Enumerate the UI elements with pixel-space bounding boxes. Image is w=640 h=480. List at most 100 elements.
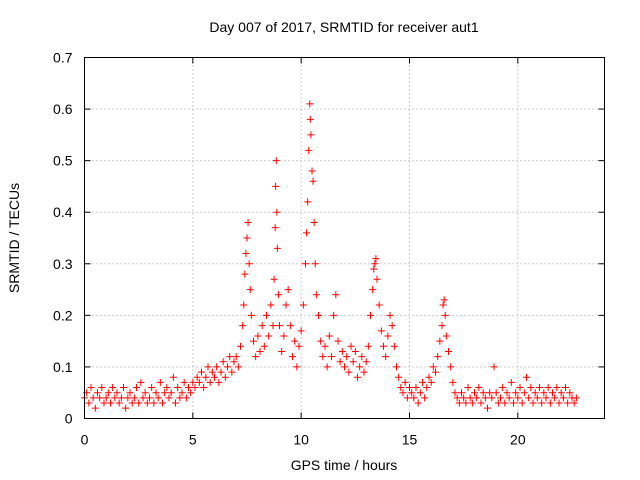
data-point <box>499 384 507 392</box>
data-point <box>133 384 140 392</box>
data-point <box>386 311 394 319</box>
y-axis-label: SRMTID / TECUs <box>6 183 22 293</box>
data-point <box>191 384 199 392</box>
data-point <box>232 353 240 361</box>
data-point <box>245 260 253 268</box>
x-axis-label: GPS time / hours <box>291 457 398 473</box>
data-point <box>244 219 252 227</box>
data-point <box>94 389 101 397</box>
data-point <box>282 301 290 309</box>
data-point <box>278 347 286 355</box>
data-point <box>109 384 117 392</box>
x-tick-label: 10 <box>293 432 309 448</box>
data-point <box>126 389 134 397</box>
data-point <box>252 353 260 361</box>
data-point <box>464 384 472 392</box>
y-tick-label: 0.5 <box>53 153 73 169</box>
data-point <box>525 394 533 402</box>
data-point <box>468 399 476 407</box>
data-point <box>299 301 307 309</box>
data-point <box>156 378 164 386</box>
data-point <box>393 363 400 371</box>
data-point <box>501 399 509 407</box>
data-point <box>377 327 385 335</box>
axis-ticks: 0 5 10 15 20 0 0.1 0.2 0.3 0.4 0.5 0.6 0.7 <box>53 50 605 448</box>
data-point <box>388 322 396 330</box>
data-point <box>128 399 136 407</box>
data-point <box>372 255 380 263</box>
data-point <box>516 384 524 392</box>
data-point <box>427 378 435 386</box>
data-point <box>176 394 184 402</box>
data-point <box>246 286 254 294</box>
data-point <box>280 332 288 340</box>
data-point <box>174 384 182 392</box>
data-point <box>460 394 468 402</box>
data-point <box>195 378 203 386</box>
data-point <box>341 363 348 371</box>
data-point <box>242 249 250 257</box>
data-point <box>213 363 221 371</box>
data-point <box>358 353 366 361</box>
data-point <box>293 363 301 371</box>
data-point <box>204 363 212 371</box>
data-point <box>307 131 315 139</box>
data-point <box>419 378 426 386</box>
data-point <box>557 389 565 397</box>
data-point <box>370 265 378 273</box>
data-point <box>165 394 173 402</box>
data-point <box>243 234 251 242</box>
data-point <box>208 368 216 376</box>
data-point <box>89 394 97 402</box>
data-point <box>256 347 264 355</box>
data-point <box>306 100 314 108</box>
y-tick-label: 0.6 <box>53 101 73 117</box>
data-point <box>254 332 262 340</box>
data-point <box>237 342 244 350</box>
data-point <box>436 337 444 345</box>
data-point <box>272 157 280 165</box>
data-point <box>124 394 132 402</box>
data-point <box>549 389 556 397</box>
data-point <box>336 358 344 366</box>
data-point <box>139 394 147 402</box>
data-point <box>523 373 530 381</box>
data-point <box>564 399 572 407</box>
data-point <box>303 229 311 237</box>
data-point <box>507 378 515 386</box>
data-point <box>202 373 210 381</box>
data-point <box>425 373 433 381</box>
data-point <box>449 378 457 386</box>
data-point <box>260 342 268 350</box>
data-point <box>317 337 325 345</box>
data-point <box>291 337 299 345</box>
data-point <box>412 384 420 392</box>
data-point <box>297 327 305 335</box>
data-point <box>107 399 114 407</box>
data-point <box>250 337 257 345</box>
data-point <box>185 384 192 392</box>
data-point <box>397 384 405 392</box>
data-point <box>273 208 281 216</box>
data-point <box>130 394 138 402</box>
data-point <box>406 384 413 392</box>
data-point <box>115 399 123 407</box>
plot-frame <box>84 57 605 419</box>
data-point <box>308 167 316 175</box>
data-point <box>410 394 418 402</box>
data-point <box>200 384 208 392</box>
data-point <box>514 394 522 402</box>
data-point <box>408 389 416 397</box>
data-point <box>271 224 279 232</box>
data-point <box>310 219 318 227</box>
data-point <box>442 332 450 340</box>
data-point <box>441 311 449 319</box>
data-point <box>475 384 483 392</box>
data-point <box>445 347 452 355</box>
data-point <box>258 322 266 330</box>
data-point <box>206 378 214 386</box>
data-point <box>154 394 162 402</box>
data-point <box>536 384 543 392</box>
data-point <box>520 389 528 397</box>
data-point <box>345 368 353 376</box>
